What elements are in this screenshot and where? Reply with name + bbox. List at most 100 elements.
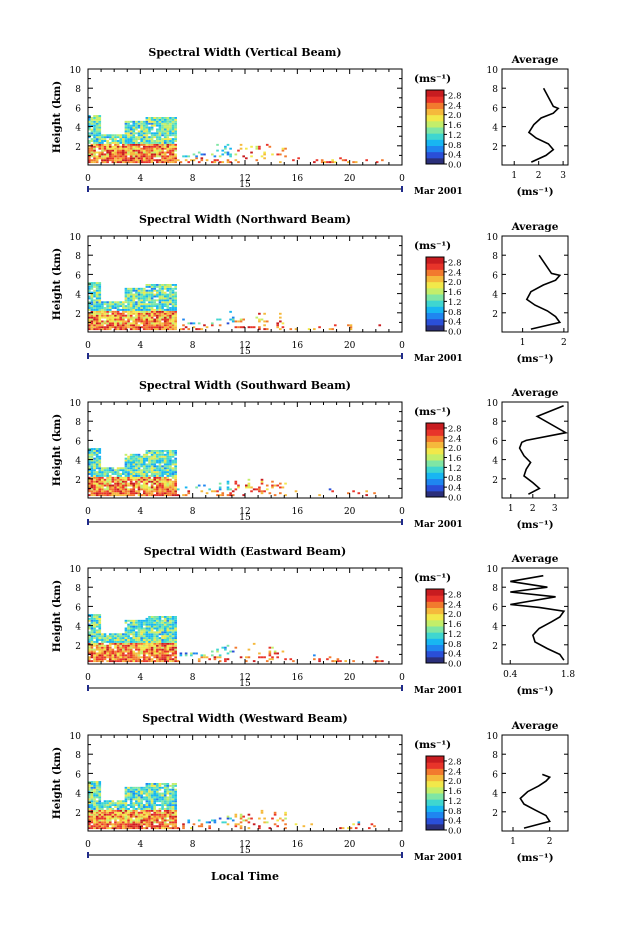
heatmap-cell — [140, 646, 143, 649]
heatmap-cell — [103, 640, 107, 643]
heatmap-cell — [90, 478, 94, 481]
heatmap-cell — [101, 320, 104, 323]
heatmap-cell — [148, 136, 151, 139]
heatmap-cell — [174, 305, 177, 308]
heatmap-cell — [101, 809, 104, 812]
heatmap-cell — [129, 790, 133, 793]
heatmap-cell — [145, 153, 149, 156]
heatmap-cell — [93, 312, 96, 315]
heatmap-cell — [135, 463, 138, 466]
heatmap-cell — [197, 328, 201, 331]
heatmap-cell — [88, 282, 91, 284]
heatmap-cell — [163, 827, 167, 830]
heatmap-cell — [98, 151, 102, 154]
heatmap-cell — [150, 451, 154, 454]
heatmap-cell — [90, 143, 94, 146]
heatmap-cell — [119, 138, 123, 141]
heatmap-cell — [153, 145, 157, 148]
heatmap-cell — [127, 128, 130, 131]
heatmap-cell — [129, 465, 133, 468]
heatmap-cell — [150, 155, 154, 158]
heatmap-cell — [145, 825, 149, 828]
heatmap-cell — [108, 145, 112, 148]
heatmap-cell — [137, 328, 141, 331]
heatmap-cell — [137, 145, 141, 148]
heatmap-cell — [145, 623, 149, 626]
heatmap-cell — [90, 145, 94, 148]
heatmap-cell — [156, 815, 159, 818]
heatmap-cell — [114, 473, 117, 475]
heatmap-cell — [174, 654, 177, 657]
heatmap-cell — [111, 633, 115, 636]
heatmap-cell — [153, 644, 157, 647]
heatmap-cell — [114, 635, 117, 638]
heatmap-cell — [190, 322, 193, 325]
heatmap-cell — [127, 798, 130, 801]
heatmap-cell — [158, 136, 162, 139]
heatmap-cell — [106, 474, 109, 477]
heatmap-cell — [106, 328, 109, 331]
heatmap-cell — [161, 138, 164, 141]
heatmap-cell — [93, 783, 96, 785]
heatmap-cell — [106, 301, 109, 304]
heatmap-cell — [111, 800, 115, 803]
heatmap-cell — [263, 151, 266, 154]
heatmap-cell — [88, 450, 91, 452]
heatmap-cell — [101, 301, 104, 304]
heatmap-cell — [93, 614, 96, 616]
heatmap-cell — [137, 627, 141, 630]
heatmap-cell — [88, 786, 91, 789]
heatmap-cell — [174, 312, 177, 315]
heatmap-cell — [166, 631, 170, 634]
heatmap-cell — [140, 798, 143, 801]
heatmap-cell — [237, 320, 240, 323]
heatmap-cell — [145, 646, 149, 649]
heatmap-cell — [171, 305, 175, 308]
heatmap-cell — [101, 637, 104, 640]
heatmap-cell — [169, 450, 172, 452]
x-tick-label: 0 — [85, 673, 91, 683]
heatmap-cell — [150, 299, 154, 302]
heatmap-cell — [90, 484, 94, 487]
heatmap-cell — [140, 147, 143, 150]
heatmap-cell — [95, 284, 99, 286]
heatmap-cell — [95, 809, 99, 812]
x-tick-label: 8 — [190, 507, 196, 517]
heatmap-cell — [148, 151, 151, 154]
heatmap-cell — [95, 117, 99, 119]
heatmap-cell — [150, 823, 154, 826]
heatmap-cell — [156, 635, 159, 638]
heatmap-cell — [90, 781, 94, 783]
heatmap-cell — [93, 476, 96, 479]
heatmap-cell — [163, 811, 167, 814]
heatmap-cell — [158, 318, 162, 321]
colorbar-tick-label: 2.4 — [448, 600, 462, 610]
colorbar-swatch — [426, 318, 444, 326]
heatmap-cell — [171, 128, 175, 131]
heatmap-cell — [163, 629, 167, 632]
heatmap-cell — [101, 811, 104, 814]
heatmap-cell — [284, 147, 287, 150]
heatmap-cell — [135, 660, 138, 663]
heatmap-cell — [166, 639, 170, 641]
heatmap-cell — [116, 134, 120, 137]
heatmap-cell — [101, 804, 104, 807]
heatmap-cell — [111, 159, 115, 162]
heatmap-cell — [148, 463, 151, 466]
heatmap-cell — [140, 494, 143, 497]
heatmap-cell — [95, 310, 99, 313]
heatmap-cell — [132, 120, 136, 123]
heatmap-cell — [153, 293, 157, 296]
heatmap-cell — [111, 823, 115, 826]
heatmap-cell — [279, 817, 282, 820]
heatmap-cell — [234, 813, 238, 816]
heatmap-cell — [231, 490, 235, 493]
heatmap-cell — [263, 656, 266, 659]
heatmap-cell — [328, 328, 332, 331]
heatmap-cell — [148, 654, 151, 657]
heatmap-cell — [166, 492, 170, 495]
heatmap-cell — [116, 324, 120, 327]
heatmap-cell — [137, 453, 141, 456]
heatmap-cell — [98, 804, 102, 807]
heatmap-cell — [90, 494, 94, 497]
